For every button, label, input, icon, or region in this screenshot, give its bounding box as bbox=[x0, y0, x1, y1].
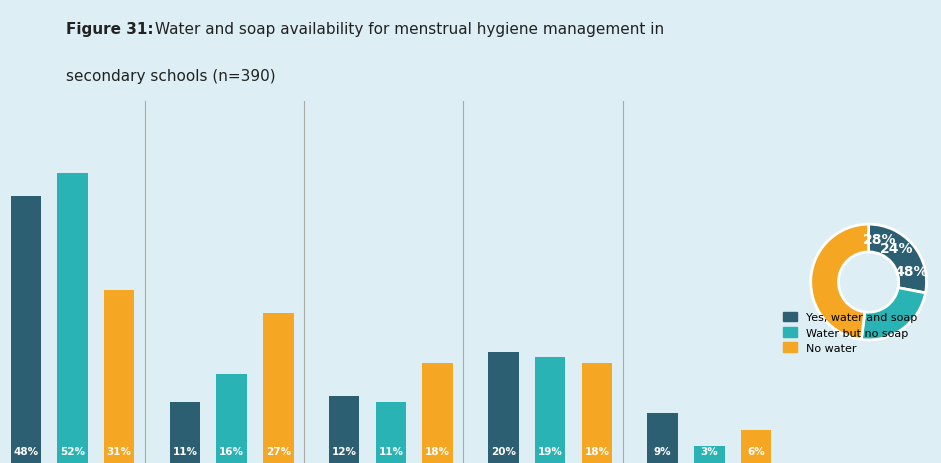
Bar bbox=[263, 313, 294, 463]
Text: 31%: 31% bbox=[106, 446, 132, 457]
Bar bbox=[534, 357, 566, 463]
Text: 24%: 24% bbox=[880, 242, 914, 256]
Bar bbox=[57, 174, 88, 463]
Wedge shape bbox=[869, 225, 927, 293]
Text: 11%: 11% bbox=[172, 446, 198, 457]
Bar bbox=[104, 291, 135, 463]
Text: 16%: 16% bbox=[219, 446, 244, 457]
Text: 6%: 6% bbox=[747, 446, 765, 457]
Wedge shape bbox=[861, 288, 926, 340]
Bar bbox=[423, 363, 453, 463]
Text: 27%: 27% bbox=[265, 446, 291, 457]
Text: 9%: 9% bbox=[654, 446, 672, 457]
Text: 11%: 11% bbox=[378, 446, 404, 457]
Bar bbox=[216, 374, 247, 463]
Text: 3%: 3% bbox=[700, 446, 718, 457]
Bar bbox=[647, 413, 678, 463]
Bar bbox=[169, 402, 200, 463]
Text: Figure 31:: Figure 31: bbox=[66, 22, 153, 38]
Text: 48%: 48% bbox=[895, 265, 928, 279]
Text: 18%: 18% bbox=[584, 446, 610, 457]
Text: 18%: 18% bbox=[425, 446, 450, 457]
Bar bbox=[329, 396, 359, 463]
Bar bbox=[488, 352, 518, 463]
Wedge shape bbox=[811, 225, 869, 340]
Text: 12%: 12% bbox=[331, 446, 357, 457]
Text: 48%: 48% bbox=[13, 446, 39, 457]
Bar bbox=[10, 196, 40, 463]
Bar bbox=[375, 402, 407, 463]
Text: 28%: 28% bbox=[863, 233, 896, 247]
Text: 20%: 20% bbox=[491, 446, 516, 457]
Bar bbox=[582, 363, 612, 463]
Text: secondary schools (n=390): secondary schools (n=390) bbox=[66, 69, 276, 84]
Legend: Yes, water and soap, Water but no soap, No water: Yes, water and soap, Water but no soap, … bbox=[780, 308, 920, 357]
Text: 52%: 52% bbox=[60, 446, 85, 457]
Text: 19%: 19% bbox=[537, 446, 563, 457]
Bar bbox=[741, 430, 772, 463]
Bar bbox=[694, 446, 725, 463]
Text: Water and soap availability for menstrual hygiene management in: Water and soap availability for menstrua… bbox=[155, 22, 664, 38]
